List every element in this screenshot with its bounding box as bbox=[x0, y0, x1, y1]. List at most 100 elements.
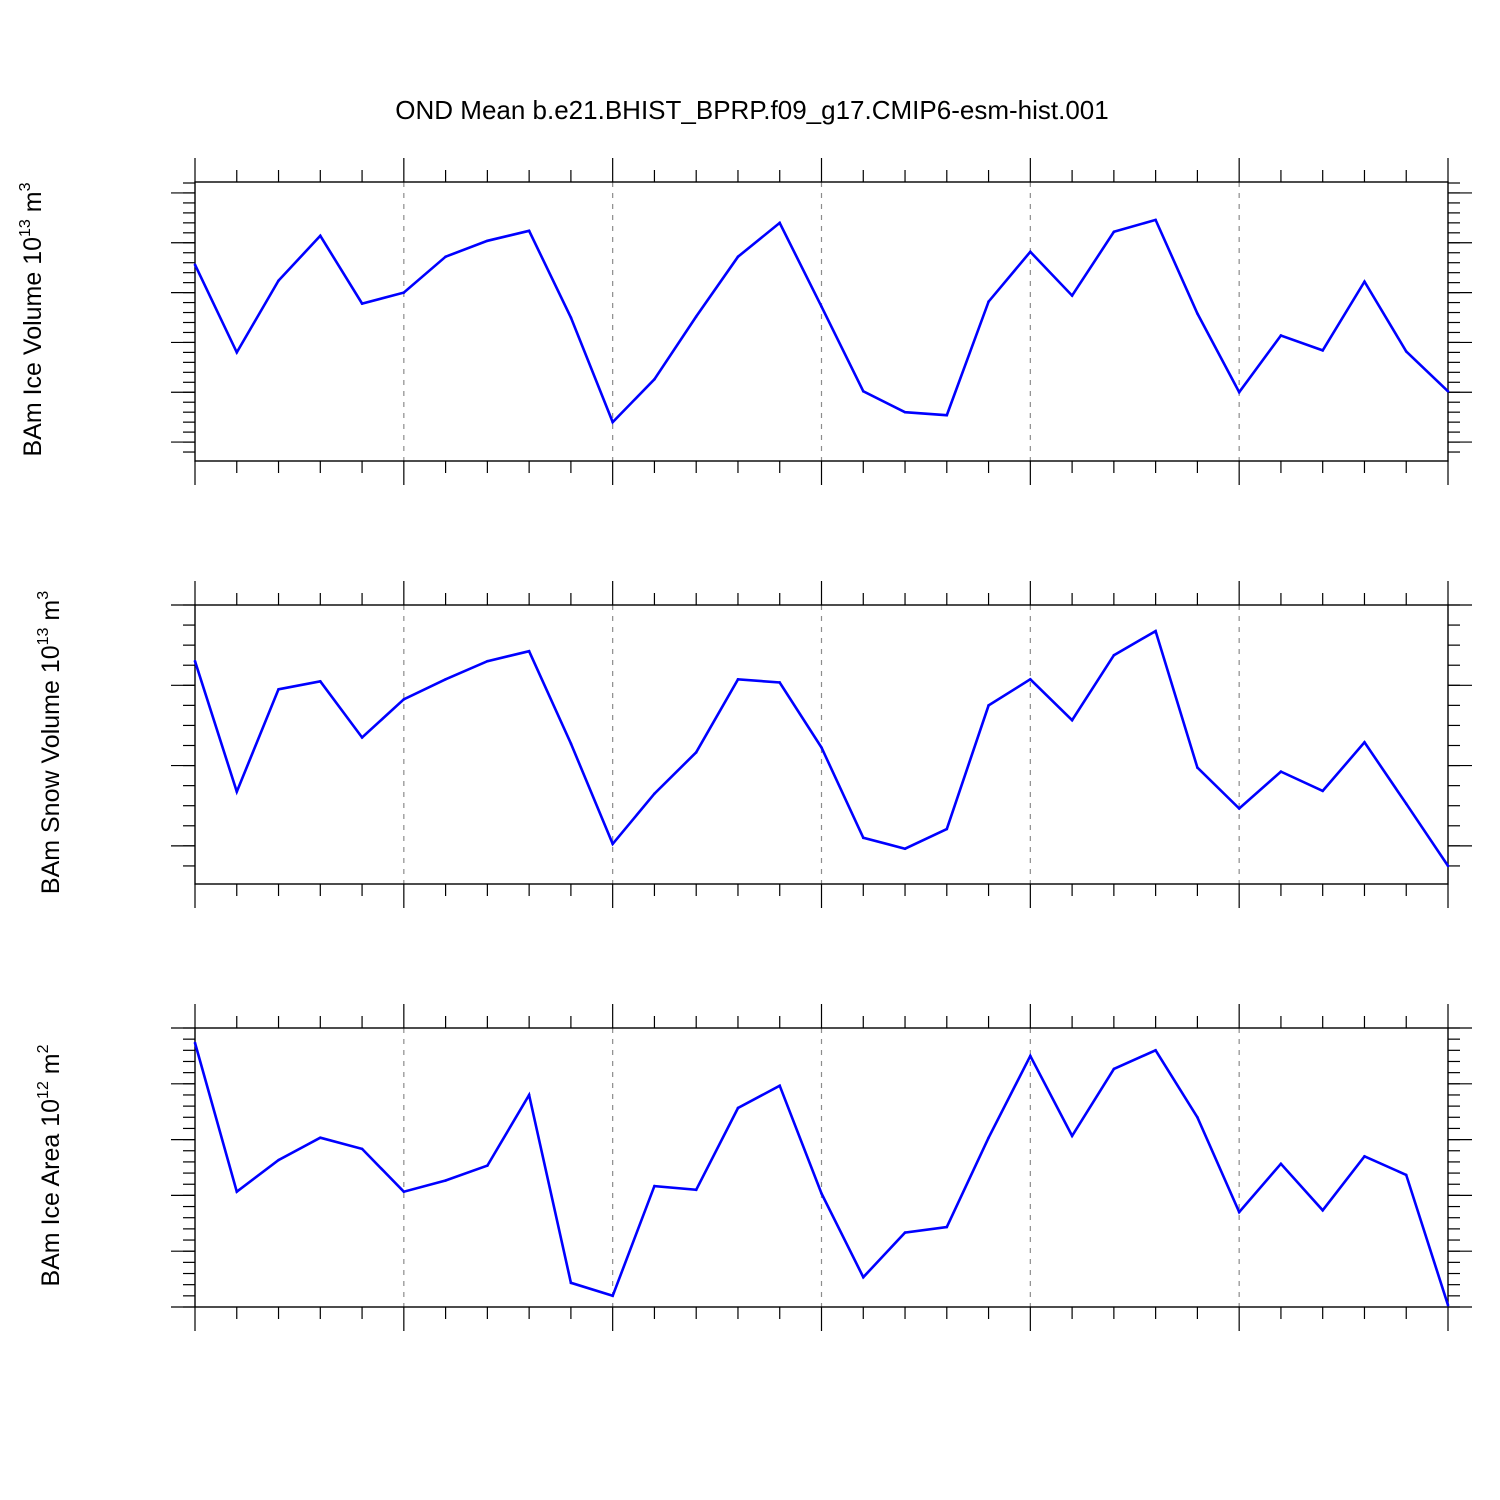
data-point bbox=[1196, 1115, 1199, 1119]
y-axis-label-sup: 13 bbox=[17, 219, 34, 237]
data-point bbox=[527, 649, 531, 653]
data-point bbox=[903, 1231, 907, 1234]
data-point bbox=[694, 315, 698, 318]
y-axis-label-main: BAm Snow Volume 10 bbox=[37, 645, 65, 894]
data-point bbox=[193, 263, 197, 267]
y-axis-label-unit-sup: 3 bbox=[17, 182, 34, 191]
data-point bbox=[277, 1158, 280, 1162]
y-axis-label-unit: m bbox=[37, 1053, 65, 1081]
data-point bbox=[1321, 1208, 1324, 1212]
y-axis-label-sup: 12 bbox=[35, 1081, 52, 1099]
panel-3: BAm Ice Area 1012 m2 bbox=[35, 1004, 1472, 1331]
y-axis-label-main: BAm Ice Area 10 bbox=[37, 1099, 65, 1287]
data-point bbox=[903, 410, 907, 414]
data-point bbox=[193, 659, 197, 663]
data-point bbox=[444, 255, 447, 259]
data-point bbox=[486, 239, 489, 243]
data-point bbox=[611, 1294, 614, 1298]
y-axis-label-main: BAm Ice Volume 10 bbox=[19, 237, 47, 457]
y-axis-label: BAm Ice Volume 1013 m3 bbox=[17, 182, 47, 456]
data-point bbox=[486, 659, 489, 663]
data-point bbox=[360, 1147, 364, 1151]
data-point bbox=[360, 302, 364, 305]
data-point bbox=[235, 790, 239, 793]
data-point bbox=[1029, 677, 1032, 681]
data-point bbox=[1196, 766, 1199, 769]
plot-frame bbox=[194, 604, 1449, 885]
data-point bbox=[1112, 230, 1116, 234]
data-point bbox=[820, 305, 823, 308]
data-point bbox=[778, 681, 782, 684]
data-point bbox=[653, 792, 656, 795]
y-axis-label: BAm Snow Volume 1013 m3 bbox=[35, 591, 65, 894]
data-point bbox=[1363, 740, 1366, 744]
data-point bbox=[444, 677, 447, 681]
data-point bbox=[1112, 1067, 1116, 1071]
data-point bbox=[611, 420, 614, 424]
data-point bbox=[402, 291, 406, 294]
data-point bbox=[945, 1225, 949, 1229]
data-point bbox=[319, 679, 322, 683]
data-point bbox=[1237, 390, 1241, 394]
data-point bbox=[1404, 1173, 1408, 1177]
data-point bbox=[193, 1041, 197, 1045]
data-point bbox=[1070, 294, 1074, 297]
data-point bbox=[1446, 1303, 1450, 1307]
data-point bbox=[1363, 280, 1366, 283]
data-point bbox=[1154, 1049, 1157, 1052]
data-point bbox=[1154, 218, 1157, 222]
data-point bbox=[736, 255, 740, 259]
data-point bbox=[1446, 389, 1450, 393]
data-point bbox=[1029, 250, 1032, 254]
data-point bbox=[694, 751, 698, 754]
data-point bbox=[1404, 802, 1408, 806]
data-point bbox=[861, 836, 865, 840]
data-point bbox=[569, 742, 573, 745]
y-axis-label-unit: m bbox=[19, 191, 47, 219]
data-point bbox=[1279, 770, 1283, 773]
data-point bbox=[277, 279, 280, 282]
data-point bbox=[945, 413, 949, 417]
data-point bbox=[945, 827, 949, 831]
y-axis-label-sup: 13 bbox=[35, 627, 52, 645]
data-point bbox=[1321, 789, 1324, 793]
data-point bbox=[1070, 1134, 1074, 1138]
plot-frame bbox=[194, 1027, 1449, 1308]
data-point bbox=[611, 842, 614, 846]
data-point bbox=[569, 316, 573, 319]
data-point bbox=[1237, 807, 1241, 810]
data-point bbox=[903, 847, 907, 850]
panel-2: BAm Snow Volume 1013 m3 bbox=[35, 581, 1472, 908]
data-point bbox=[1154, 629, 1157, 633]
data-point bbox=[277, 688, 280, 691]
data-point bbox=[1446, 864, 1450, 868]
data-point bbox=[1279, 1162, 1283, 1166]
data-point bbox=[235, 351, 239, 354]
data-point bbox=[402, 1190, 406, 1193]
data-point bbox=[527, 1093, 531, 1097]
data-point bbox=[1112, 653, 1116, 657]
data-point bbox=[1196, 312, 1199, 315]
data-point bbox=[987, 1136, 990, 1140]
data-point bbox=[1029, 1054, 1032, 1058]
data-point bbox=[1404, 350, 1408, 353]
data-point bbox=[319, 1136, 322, 1140]
plot-frame bbox=[194, 181, 1449, 462]
data-point bbox=[402, 698, 406, 701]
data-point bbox=[1237, 1210, 1241, 1214]
data-point bbox=[1321, 349, 1324, 352]
figure-title: OND Mean b.e21.BHIST_BPRP.f09_g17.CMIP6-… bbox=[395, 95, 1108, 125]
data-point bbox=[778, 221, 782, 225]
data-point bbox=[360, 736, 364, 739]
data-point bbox=[653, 377, 656, 381]
panel-1: BAm Ice Volume 1013 m3 bbox=[17, 158, 1472, 485]
y-axis-label: BAm Ice Area 1012 m2 bbox=[35, 1044, 65, 1286]
data-point bbox=[987, 704, 990, 707]
data-point bbox=[694, 1188, 698, 1192]
data-point bbox=[1279, 334, 1283, 337]
data-point bbox=[820, 746, 823, 749]
data-point bbox=[736, 1106, 740, 1110]
